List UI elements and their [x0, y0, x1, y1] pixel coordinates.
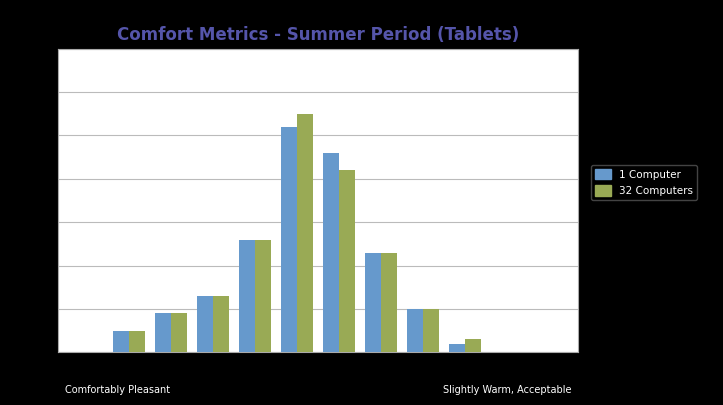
Bar — [213, 296, 229, 352]
Bar — [255, 239, 271, 352]
Bar — [197, 296, 213, 352]
Legend: 1 Computer, 32 Computers: 1 Computer, 32 Computers — [591, 164, 697, 200]
Y-axis label: Percentage (%): Percentage (%) — [23, 158, 33, 243]
Bar — [449, 344, 465, 352]
Bar — [281, 127, 297, 352]
Bar — [365, 253, 381, 352]
Bar — [423, 309, 439, 352]
Bar — [323, 153, 339, 352]
Bar — [129, 330, 145, 352]
Bar — [339, 170, 355, 352]
Bar — [381, 253, 397, 352]
Bar — [114, 330, 129, 352]
Bar — [407, 309, 423, 352]
Title: Comfort Metrics - Summer Period (Tablets): Comfort Metrics - Summer Period (Tablets… — [117, 26, 519, 44]
Bar — [465, 339, 481, 352]
Bar — [297, 114, 313, 352]
Text: Comfortably Pleasant: Comfortably Pleasant — [65, 385, 170, 395]
Bar — [155, 313, 171, 352]
Bar — [239, 239, 255, 352]
Text: Slightly Warm, Acceptable: Slightly Warm, Acceptable — [442, 385, 571, 395]
Bar — [171, 313, 187, 352]
